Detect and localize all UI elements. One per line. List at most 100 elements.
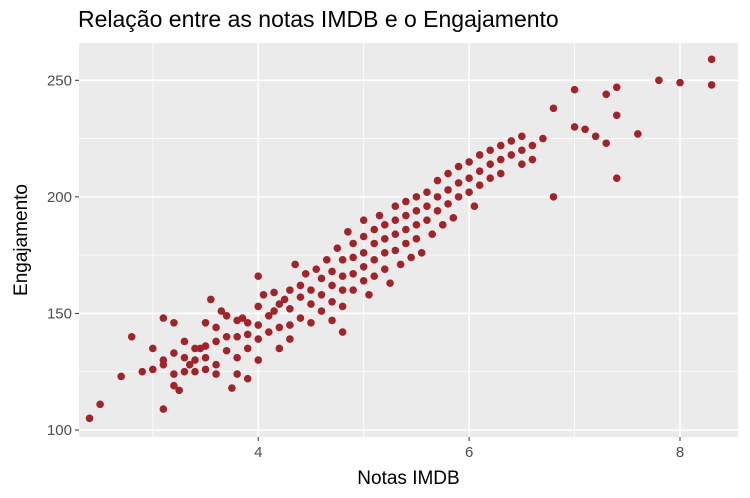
data-point <box>275 323 284 332</box>
data-point <box>380 221 389 229</box>
data-point <box>655 76 663 85</box>
data-point <box>370 239 379 248</box>
data-point <box>370 272 379 280</box>
data-point <box>676 78 684 87</box>
data-point <box>333 244 342 252</box>
data-point <box>549 104 558 113</box>
data-point <box>259 290 268 299</box>
data-point <box>518 132 526 141</box>
data-point <box>207 295 215 304</box>
data-point <box>444 186 452 194</box>
data-point <box>254 321 263 329</box>
data-point <box>159 314 168 322</box>
data-point <box>191 367 199 376</box>
data-point <box>470 202 479 210</box>
chart-title: Relação entre as notas IMDB e o Engajame… <box>78 6 559 32</box>
data-point <box>444 169 452 178</box>
data-point <box>222 346 231 355</box>
data-point <box>407 253 415 262</box>
data-point <box>402 239 410 248</box>
data-point <box>375 211 384 220</box>
data-point <box>370 225 379 234</box>
data-point <box>238 314 247 322</box>
data-point <box>591 132 600 141</box>
major-gridlines <box>79 43 738 437</box>
x-tick-label: 8 <box>676 444 684 461</box>
data-point <box>518 146 526 155</box>
data-point <box>391 230 400 238</box>
data-point <box>365 290 373 299</box>
data-point <box>402 211 410 220</box>
data-point <box>349 239 357 248</box>
data-point <box>264 311 273 320</box>
data-point <box>581 125 589 134</box>
data-point <box>191 356 199 364</box>
data-point <box>212 360 220 369</box>
data-point <box>138 367 147 376</box>
data-point <box>127 332 136 341</box>
data-point <box>412 193 421 201</box>
data-point <box>449 214 458 222</box>
axis-ticks <box>75 79 681 441</box>
data-point <box>212 370 220 378</box>
data-point <box>201 318 210 327</box>
data-point <box>438 221 447 229</box>
data-point <box>175 386 183 395</box>
data-point <box>433 176 442 185</box>
data-point <box>486 160 495 169</box>
data-point <box>286 304 294 313</box>
data-point <box>328 281 336 290</box>
data-point <box>612 111 621 120</box>
data-point <box>222 332 231 341</box>
data-point <box>275 300 284 308</box>
data-point <box>170 318 178 327</box>
data-point <box>359 216 368 224</box>
y-tick-label: 250 <box>47 72 72 89</box>
data-point <box>222 311 231 320</box>
data-point <box>402 225 410 234</box>
data-point <box>254 272 263 280</box>
data-point <box>85 414 94 423</box>
data-point <box>496 155 505 164</box>
data-point <box>412 221 421 229</box>
data-point <box>270 307 278 315</box>
data-point <box>496 141 505 150</box>
data-point <box>359 249 368 257</box>
data-point <box>370 256 379 264</box>
data-point <box>386 279 394 287</box>
data-point <box>349 270 357 278</box>
y-tick-label: 100 <box>47 422 72 439</box>
data-point <box>423 216 431 224</box>
data-point <box>465 158 473 166</box>
data-point <box>602 139 610 148</box>
data-point <box>496 169 505 178</box>
data-point <box>507 137 516 145</box>
data-point <box>201 365 210 374</box>
data-point <box>475 167 484 176</box>
x-tick-label: 4 <box>254 444 262 461</box>
data-point <box>338 256 347 264</box>
data-point <box>338 286 347 294</box>
data-point <box>233 353 241 362</box>
data-point <box>454 179 463 187</box>
data-point <box>243 318 252 327</box>
data-point <box>338 272 347 280</box>
data-point <box>212 337 220 346</box>
data-point <box>233 332 241 341</box>
data-point <box>454 162 463 171</box>
data-point <box>380 249 389 257</box>
data-point <box>349 253 357 262</box>
tick-labels: 4 6 8 100 150 200 250 <box>47 72 684 461</box>
data-point <box>254 356 263 364</box>
data-point <box>634 130 642 138</box>
data-point <box>707 55 716 64</box>
data-point <box>412 235 421 243</box>
data-point <box>296 281 305 290</box>
y-axis-title: Engajamento <box>11 184 32 296</box>
data-point <box>612 174 621 183</box>
data-point <box>117 372 125 381</box>
data-point <box>549 193 558 201</box>
data-point <box>180 337 189 346</box>
data-point <box>338 328 347 336</box>
